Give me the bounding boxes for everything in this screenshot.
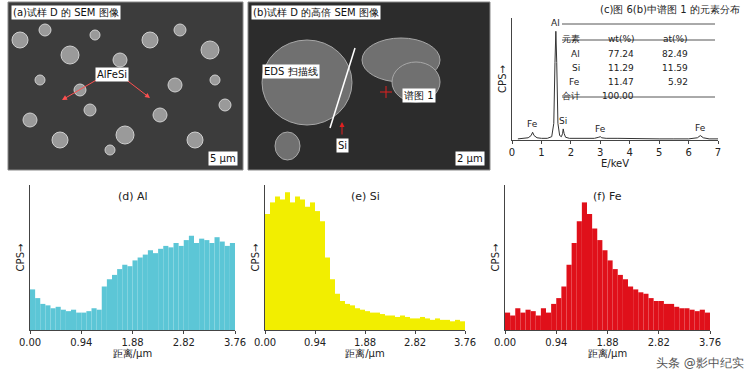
svg-text:AlFeSi: AlFeSi [97, 69, 127, 80]
svg-text:距离/μm: 距离/μm [588, 348, 627, 359]
svg-text:距离/μm: 距离/μm [113, 348, 152, 359]
svg-text:(e) Si: (e) Si [351, 190, 380, 203]
svg-text:(a)试样 D 的 SEM 图像: (a)试样 D 的 SEM 图像 [13, 7, 119, 18]
svg-text:82.49: 82.49 [662, 49, 688, 59]
svg-text:0.94: 0.94 [70, 337, 92, 348]
svg-text:1.88: 1.88 [121, 337, 143, 348]
svg-text:1.88: 1.88 [354, 337, 376, 348]
svg-text:2: 2 [568, 147, 574, 158]
svg-text:0.00: 0.00 [254, 337, 276, 348]
svg-text:距离/μm: 距离/μm [345, 348, 384, 359]
svg-text:(f) Fe: (f) Fe [593, 190, 622, 203]
svg-text:(c)图 6(b)中谱图 1 的元素分布: (c)图 6(b)中谱图 1 的元素分布 [600, 4, 740, 15]
svg-text:头条 @影中纪实: 头条 @影中纪实 [656, 356, 744, 370]
svg-text:元素: 元素 [562, 34, 580, 44]
svg-text:2.82: 2.82 [648, 337, 670, 348]
svg-text:5 μm: 5 μm [210, 153, 236, 164]
svg-text:0.94: 0.94 [304, 337, 326, 348]
svg-text:2.82: 2.82 [404, 337, 426, 348]
svg-text:at(%): at(%) [663, 34, 688, 44]
svg-text:合计: 合计 [562, 91, 580, 101]
svg-text:1.88: 1.88 [596, 337, 618, 348]
svg-text:3.76: 3.76 [224, 337, 246, 348]
svg-text:Si: Si [559, 116, 567, 126]
svg-text:wt(%): wt(%) [608, 34, 634, 44]
svg-text:3: 3 [597, 147, 603, 158]
svg-text:11.47: 11.47 [608, 77, 634, 87]
svg-text:3.76: 3.76 [454, 337, 476, 348]
svg-text:CPS→: CPS→ [15, 244, 26, 272]
svg-text:3.76: 3.76 [699, 337, 721, 348]
svg-text:Al: Al [551, 18, 560, 28]
svg-text:5: 5 [656, 147, 662, 158]
svg-text:0.94: 0.94 [545, 337, 567, 348]
svg-text:11.29: 11.29 [608, 63, 634, 73]
svg-text:7: 7 [715, 147, 721, 158]
svg-text:100.00: 100.00 [602, 91, 634, 101]
svg-text:77.24: 77.24 [608, 49, 634, 59]
svg-text:CPS→: CPS→ [490, 244, 501, 272]
svg-text:0: 0 [509, 147, 515, 158]
svg-text:11.59: 11.59 [662, 63, 688, 73]
svg-text:Fe: Fe [695, 123, 706, 133]
svg-text:Si: Si [338, 140, 347, 151]
svg-text:CPS→: CPS→ [497, 65, 508, 93]
svg-text:Fe: Fe [527, 119, 538, 129]
svg-text:2 μm: 2 μm [457, 153, 483, 164]
svg-text:Al: Al [571, 49, 580, 59]
svg-text:谱图 1: 谱图 1 [404, 90, 434, 101]
svg-text:Fe: Fe [595, 124, 606, 134]
svg-text:Si: Si [572, 63, 580, 73]
svg-text:1: 1 [538, 147, 544, 158]
svg-text:0.00: 0.00 [19, 337, 41, 348]
svg-text:(b)试样 D 的高倍 SEM 图像: (b)试样 D 的高倍 SEM 图像 [253, 7, 379, 18]
svg-text:2.82: 2.82 [173, 337, 195, 348]
svg-text:6: 6 [685, 147, 691, 158]
svg-text:EDS 扫描线: EDS 扫描线 [264, 66, 318, 77]
svg-text:Fe: Fe [569, 77, 580, 87]
svg-text:(d) Al: (d) Al [118, 190, 148, 203]
svg-text:5.92: 5.92 [668, 77, 688, 87]
svg-text:4: 4 [627, 147, 633, 158]
svg-text:0.00: 0.00 [494, 337, 516, 348]
svg-text:CPS→: CPS→ [250, 244, 261, 272]
svg-text:E/keV: E/keV [601, 158, 629, 169]
